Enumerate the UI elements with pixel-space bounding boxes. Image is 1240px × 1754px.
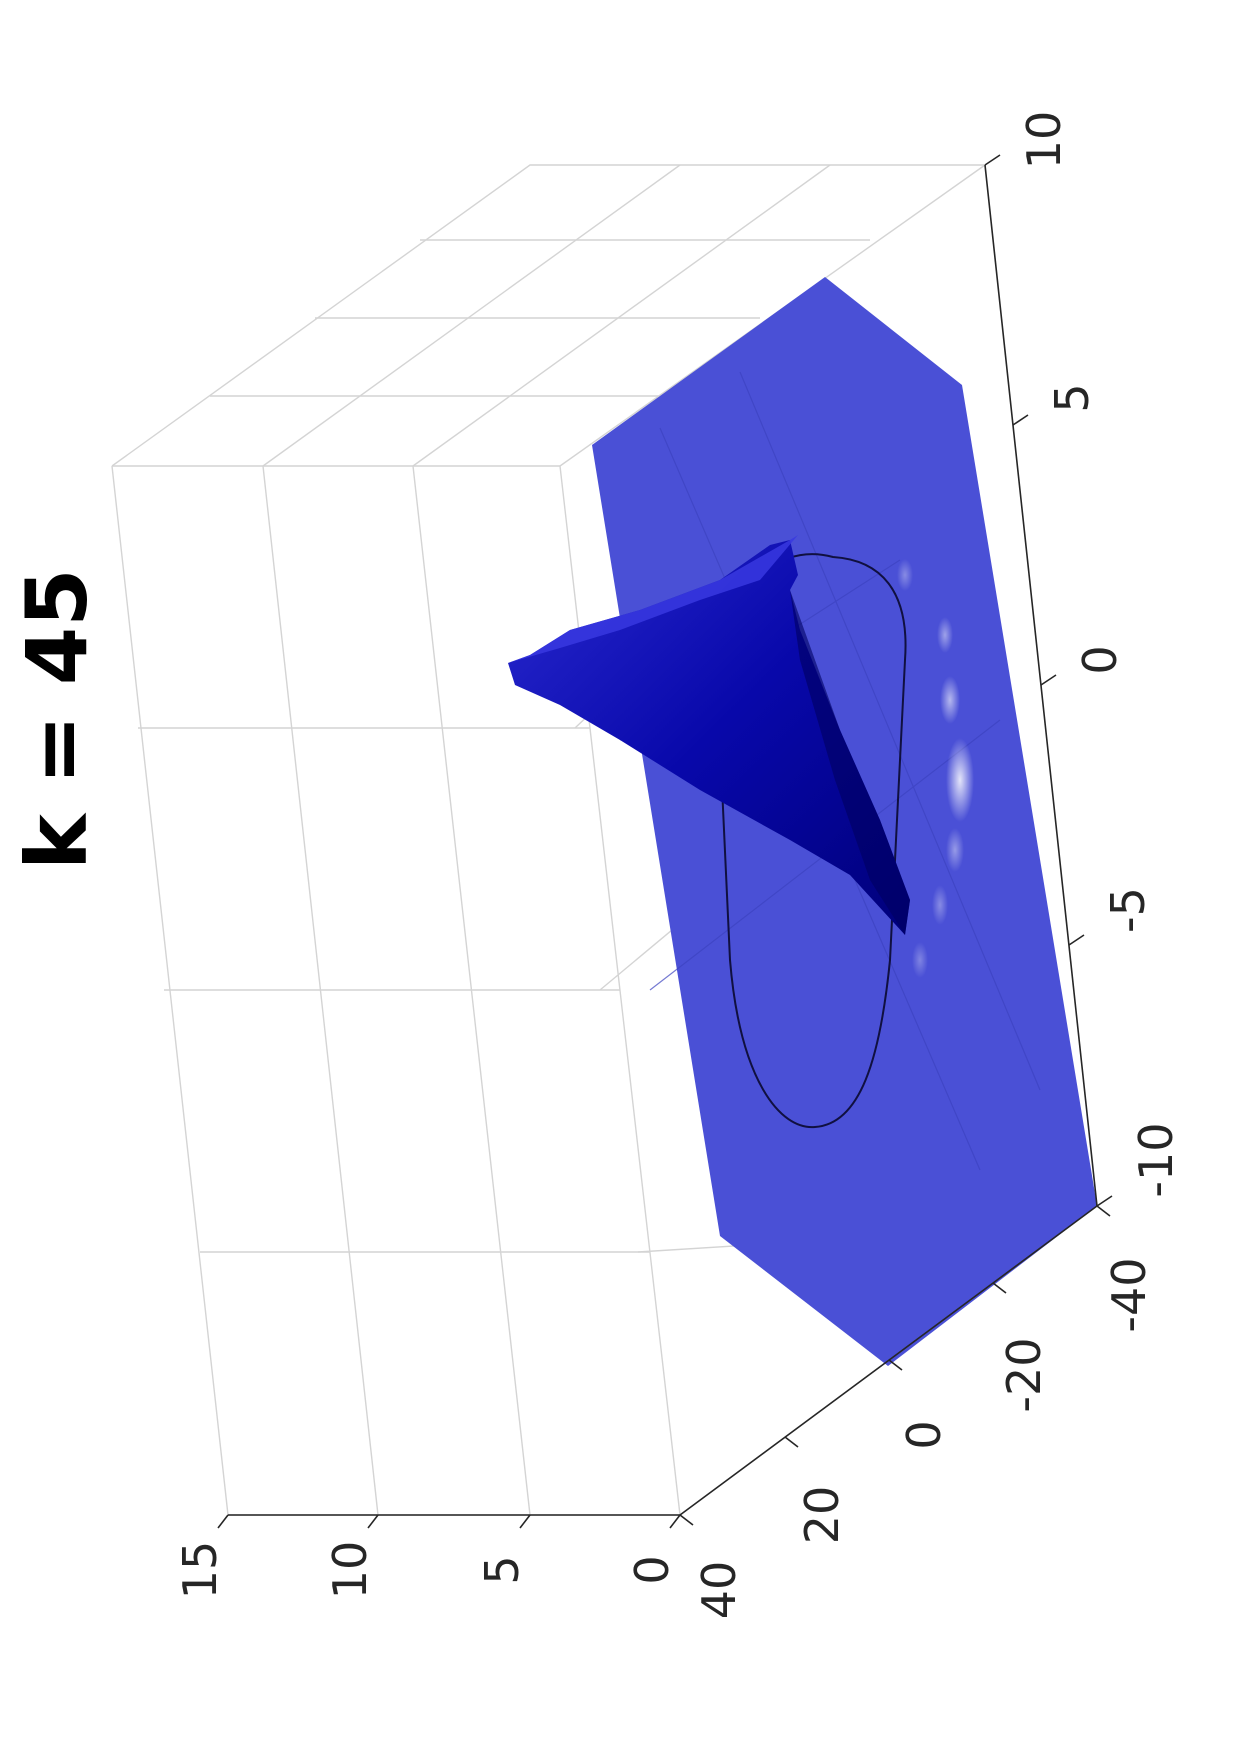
x-tick-mark [985,155,1000,165]
y-tick-mark [680,1515,693,1525]
y-tick-mark [785,1437,798,1447]
ripple-highlight [937,617,953,653]
chart-title: k = 45 [8,568,106,870]
z-tick-mark [218,1515,228,1528]
y-tick-mark [889,1360,902,1370]
z-tick-label: 10 [323,1541,377,1600]
z-tick-mark [670,1515,680,1528]
grid-top-line [263,165,680,466]
x-tick-mark [1069,935,1084,945]
x-tick-label: -5 [1101,887,1155,933]
x-tick-mark [1041,675,1056,685]
z-tick-mark [368,1515,378,1528]
ripple-highlight [940,676,960,724]
z-axis-ticks [218,1515,680,1528]
x-tick-label: 10 [1017,111,1071,170]
ripple-highlight [946,828,964,872]
x-tick-label: 0 [1073,645,1127,674]
z-axis-labels: 15 10 5 0 [173,1541,679,1600]
z-tick-label: 15 [173,1541,227,1600]
x-tick-label: 5 [1045,383,1099,412]
y-tick-label: -20 [997,1337,1051,1412]
y-tick-label: 0 [897,1420,951,1449]
ripple-highlight [932,885,948,925]
z-tick-mark [520,1515,530,1528]
ripple-highlight [912,942,928,978]
ripple-highlight [946,738,974,822]
y-tick-label: -40 [1102,1257,1156,1332]
z-tick-label: 5 [475,1555,529,1584]
y-tick-label: 20 [795,1486,849,1545]
x-tick-mark [1013,415,1028,425]
x-tick-mark [1097,1196,1112,1206]
y-tick-mark [993,1283,1006,1293]
ripple-highlight [897,559,913,591]
x-tick-label: -10 [1129,1122,1183,1197]
y-tick-mark [1097,1206,1110,1216]
y-tick-label: 40 [692,1561,746,1620]
z-tick-label: 0 [625,1555,679,1584]
title: k = 45 [8,568,106,870]
